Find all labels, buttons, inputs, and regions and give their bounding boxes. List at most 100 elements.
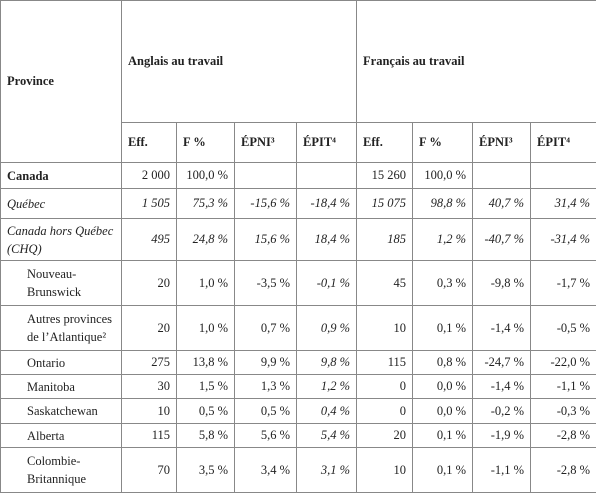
value-cell: 0,1 % — [413, 448, 473, 493]
group-header: Anglais au travail — [122, 1, 357, 123]
group-header: Français au travail — [357, 1, 596, 123]
value-cell: 15,6 % — [235, 219, 297, 261]
value-cell: 0,0 % — [413, 375, 473, 399]
value-cell: 0,5 % — [235, 399, 297, 424]
value-cell: -1,7 % — [531, 261, 596, 306]
province-cell: Alberta — [1, 424, 122, 448]
value-cell: -31,4 % — [531, 219, 596, 261]
value-cell: 1 505 — [122, 189, 177, 219]
column-header: ÉPIT⁴ — [297, 123, 357, 163]
province-cell: Canada — [1, 163, 122, 189]
value-cell: 9,8 % — [297, 351, 357, 375]
value-cell: 0,4 % — [297, 399, 357, 424]
value-cell: 0,0 % — [413, 399, 473, 424]
province-cell: Autres provinces de l’Atlantique² — [1, 306, 122, 351]
value-cell: 0,1 % — [413, 424, 473, 448]
value-cell: 1,0 % — [177, 306, 235, 351]
value-cell: 100,0 % — [177, 163, 235, 189]
value-cell: 1,5 % — [177, 375, 235, 399]
column-header: F % — [177, 123, 235, 163]
value-cell: 9,9 % — [235, 351, 297, 375]
column-header: Eff. — [357, 123, 413, 163]
value-cell: 24,8 % — [177, 219, 235, 261]
province-cell: Canada hors Québec (CHQ) — [1, 219, 122, 261]
value-cell: -1,4 % — [473, 306, 531, 351]
column-header: Eff. — [122, 123, 177, 163]
value-cell: 2 000 — [122, 163, 177, 189]
value-cell: -40,7 % — [473, 219, 531, 261]
value-cell: 0,7 % — [235, 306, 297, 351]
province-cell: Québec — [1, 189, 122, 219]
value-cell: -1,4 % — [473, 375, 531, 399]
value-cell: 15 260 — [357, 163, 413, 189]
column-header: F % — [413, 123, 473, 163]
value-cell: 3,1 % — [297, 448, 357, 493]
value-cell: 10 — [122, 399, 177, 424]
value-cell: -1,1 % — [531, 375, 596, 399]
value-cell: 1,3 % — [235, 375, 297, 399]
province-cell: Saskatchewan — [1, 399, 122, 424]
value-cell: 98,8 % — [413, 189, 473, 219]
value-cell: 20 — [122, 306, 177, 351]
value-cell: 5,6 % — [235, 424, 297, 448]
value-cell: -1,1 % — [473, 448, 531, 493]
column-header: ÉPIT⁴ — [531, 123, 596, 163]
value-cell: 0,3 % — [413, 261, 473, 306]
value-cell: 15 075 — [357, 189, 413, 219]
value-cell: 20 — [122, 261, 177, 306]
value-cell: -1,9 % — [473, 424, 531, 448]
value-cell: 1,2 % — [297, 375, 357, 399]
value-cell: 5,8 % — [177, 424, 235, 448]
value-cell: 100,0 % — [413, 163, 473, 189]
empty-cell — [235, 163, 297, 189]
value-cell: 10 — [357, 306, 413, 351]
value-cell: 0,1 % — [413, 306, 473, 351]
value-cell: -0,5 % — [531, 306, 596, 351]
empty-cell — [473, 163, 531, 189]
value-cell: 18,4 % — [297, 219, 357, 261]
value-cell: 3,4 % — [235, 448, 297, 493]
value-cell: 1,0 % — [177, 261, 235, 306]
value-cell: 30 — [122, 375, 177, 399]
value-cell: -0,1 % — [297, 261, 357, 306]
column-header: ÉPNI³ — [235, 123, 297, 163]
value-cell: 5,4 % — [297, 424, 357, 448]
value-cell: 0 — [357, 399, 413, 424]
value-cell: 10 — [357, 448, 413, 493]
value-cell: -3,5 % — [235, 261, 297, 306]
empty-cell — [297, 163, 357, 189]
value-cell: 3,5 % — [177, 448, 235, 493]
value-cell: 115 — [122, 424, 177, 448]
value-cell: -9,8 % — [473, 261, 531, 306]
value-cell: 20 — [357, 424, 413, 448]
province-cell: Colombie-Britannique — [1, 448, 122, 493]
province-cell: Nouveau-Brunswick — [1, 261, 122, 306]
value-cell: 0 — [357, 375, 413, 399]
value-cell: -15,6 % — [235, 189, 297, 219]
province-cell: Manitoba — [1, 375, 122, 399]
province-cell: Ontario — [1, 351, 122, 375]
value-cell: 0,5 % — [177, 399, 235, 424]
value-cell: 1,2 % — [413, 219, 473, 261]
value-cell: 185 — [357, 219, 413, 261]
value-cell: 70 — [122, 448, 177, 493]
value-cell: 275 — [122, 351, 177, 375]
value-cell: 31,4 % — [531, 189, 596, 219]
value-cell: 0,8 % — [413, 351, 473, 375]
value-cell: -2,8 % — [531, 424, 596, 448]
value-cell: -0,3 % — [531, 399, 596, 424]
value-cell: 13,8 % — [177, 351, 235, 375]
value-cell: 75,3 % — [177, 189, 235, 219]
value-cell: 0,9 % — [297, 306, 357, 351]
value-cell: 115 — [357, 351, 413, 375]
value-cell: 40,7 % — [473, 189, 531, 219]
